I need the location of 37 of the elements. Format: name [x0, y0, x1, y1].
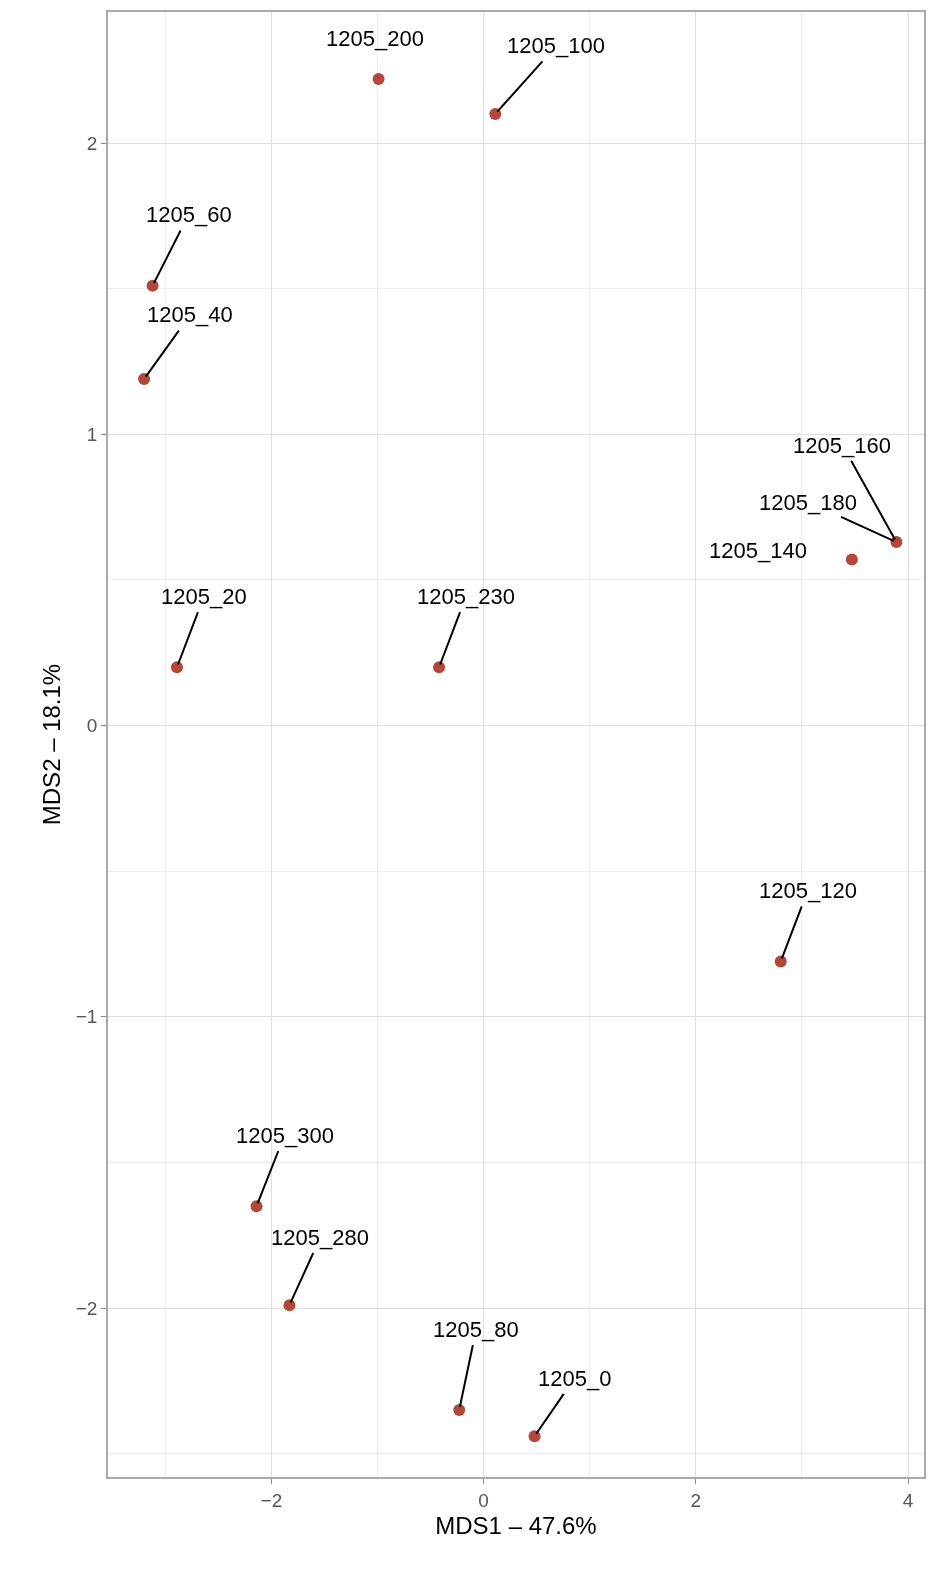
point: [283, 1299, 296, 1312]
annotation: 1205_280: [271, 1225, 369, 1250]
annotation: 1205_60: [146, 202, 232, 227]
annotation: 1205_160: [793, 433, 891, 458]
x-tick-label: 0: [478, 1489, 489, 1511]
annotation: 1205_0: [538, 1366, 612, 1391]
point: [453, 1404, 466, 1416]
annotation: 1205_100: [507, 33, 605, 58]
point: [489, 107, 502, 120]
annotation: 1205_80: [433, 1317, 519, 1342]
point: [528, 1430, 541, 1443]
annotation: 1205_230: [417, 584, 515, 609]
point: [372, 72, 385, 85]
point: [250, 1200, 263, 1213]
y-tick-label: 0: [86, 715, 98, 737]
x-axis-title: MDS1 – 47.6%: [435, 1512, 597, 1540]
point: [774, 955, 787, 968]
point: [845, 553, 858, 566]
annotation: 1205_200: [326, 26, 424, 51]
point: [170, 661, 183, 674]
x-tick-label: −2: [260, 1489, 283, 1511]
annotation: 1205_20: [161, 584, 247, 609]
annotation: 1205_140: [709, 538, 807, 563]
y-tick-label: 1: [86, 423, 98, 445]
y-tick-label: 2: [86, 132, 98, 154]
y-axis-title: MDS2 – 18.1%: [38, 663, 66, 826]
annotation: 1205_40: [147, 302, 233, 327]
y-tick-label: −1: [75, 1006, 98, 1028]
annotation: 1205_180: [759, 490, 857, 515]
point: [146, 279, 159, 292]
x-tick-label: 2: [690, 1489, 702, 1511]
annotation: 1205_300: [236, 1123, 334, 1148]
y-tick-label: −2: [75, 1297, 98, 1319]
point: [433, 661, 446, 674]
annotation: 1205_120: [759, 878, 857, 903]
point: [138, 372, 151, 385]
x-tick-label: 4: [902, 1489, 914, 1511]
